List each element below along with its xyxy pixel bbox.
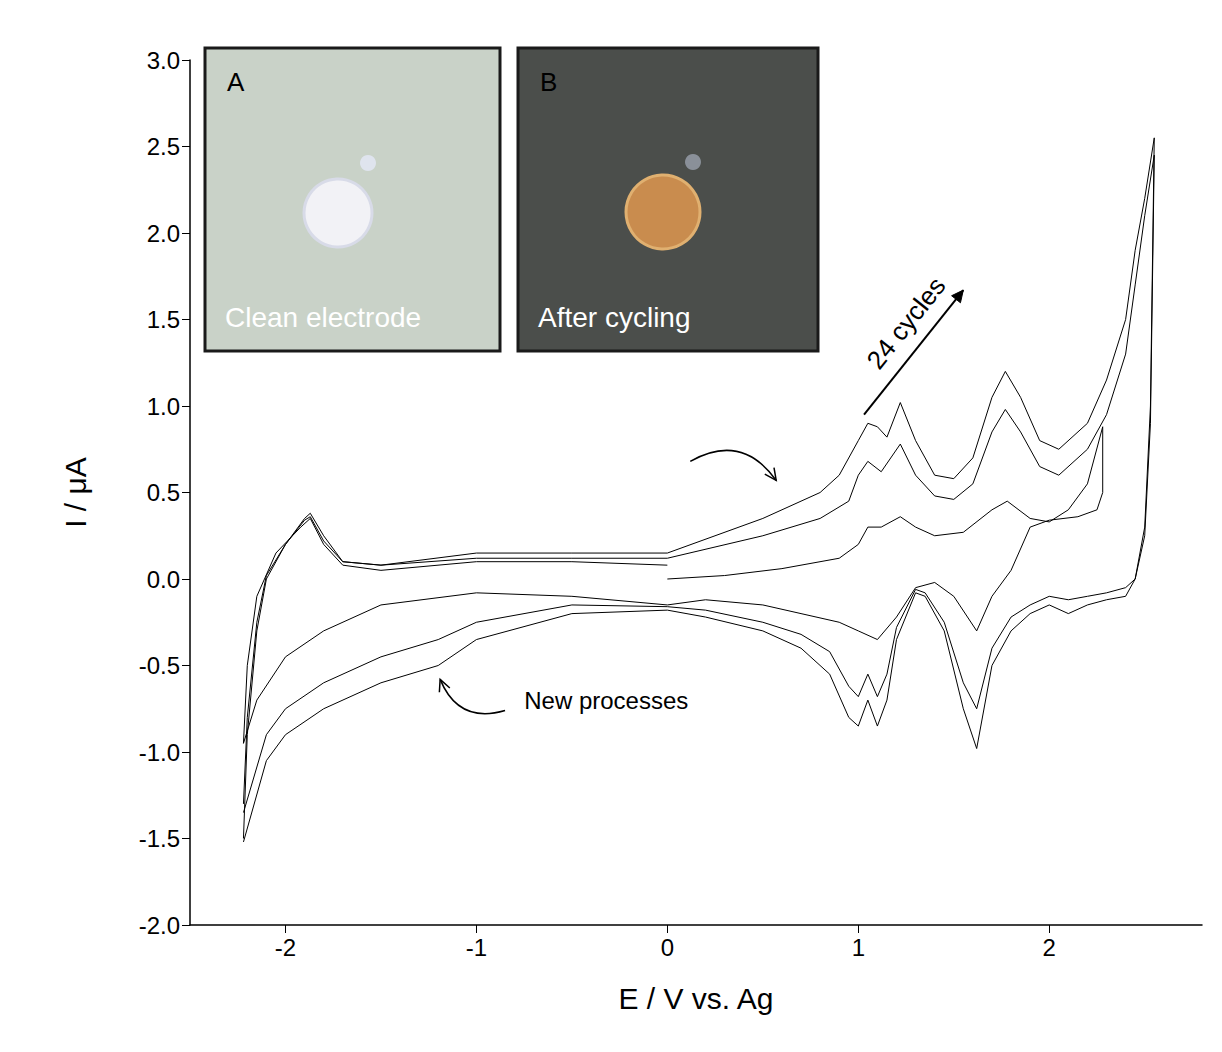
- svg-text:1: 1: [852, 934, 865, 961]
- svg-text:-1: -1: [466, 934, 487, 961]
- svg-text:-2.0: -2.0: [139, 912, 180, 939]
- svg-text:2.0: 2.0: [147, 220, 180, 247]
- svg-text:-2: -2: [275, 934, 296, 961]
- svg-text:3.0: 3.0: [147, 47, 180, 74]
- svg-text:2: 2: [1043, 934, 1056, 961]
- svg-text:2.5: 2.5: [147, 133, 180, 160]
- svg-text:-1.0: -1.0: [139, 739, 180, 766]
- svg-text:24 cycles: 24 cycles: [861, 271, 952, 374]
- svg-text:I / μA: I / μA: [59, 457, 92, 528]
- svg-text:1.5: 1.5: [147, 306, 180, 333]
- svg-text:After cycling: After cycling: [538, 302, 691, 333]
- svg-text:-0.5: -0.5: [139, 652, 180, 679]
- svg-text:A: A: [227, 67, 245, 97]
- svg-text:1.0: 1.0: [147, 393, 180, 420]
- svg-text:B: B: [540, 67, 557, 97]
- svg-text:0: 0: [661, 934, 674, 961]
- svg-text:0.0: 0.0: [147, 566, 180, 593]
- svg-text:0.5: 0.5: [147, 479, 180, 506]
- svg-text:New processes: New processes: [524, 687, 688, 714]
- svg-text:-1.5: -1.5: [139, 825, 180, 852]
- svg-text:E / V vs. Ag: E / V vs. Ag: [618, 982, 773, 1015]
- svg-text:Clean electrode: Clean electrode: [225, 302, 421, 333]
